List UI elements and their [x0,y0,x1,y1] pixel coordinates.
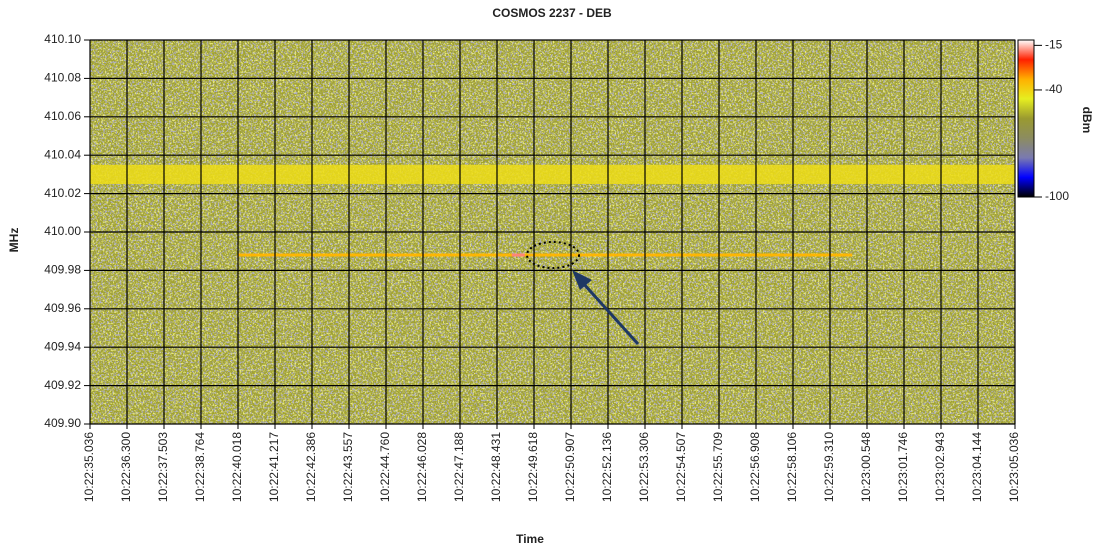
y-tick-label: 410.00 [44,224,81,238]
colorbar-tick-label: -100 [1045,189,1069,203]
y-tick-label: 410.04 [44,147,81,161]
annotations [526,241,640,346]
x-tick-label: 10:22:42.386 [304,432,318,502]
chart-title: COSMOS 2237 - DEB [492,6,612,20]
y-tick-label: 410.02 [44,186,81,200]
x-tick-label: 10:22:55.709 [711,432,725,502]
colorbar-tick-label: -15 [1045,38,1063,52]
x-axis-label: Time [516,532,544,546]
x-tick-label: 10:22:56.908 [748,432,762,502]
y-axis-label: MHz [7,228,21,253]
x-tick-label: 10:22:38.764 [193,432,207,502]
x-tick-label: 10:22:44.760 [378,432,392,502]
x-tick-label: 10:23:04.144 [970,432,984,502]
y-tick-label: 410.06 [44,109,81,123]
x-tick-label: 10:22:54.507 [674,432,688,502]
x-tick-label: 10:22:43.557 [341,432,355,502]
x-tick-label: 10:22:47.188 [452,432,466,502]
highlight-ellipse [526,241,580,269]
x-tick-label: 10:23:02.943 [933,432,947,502]
x-tick-label: 10:22:50.907 [563,432,577,502]
y-tick-label: 409.90 [44,416,81,430]
x-tick-label: 10:22:52.136 [600,432,614,502]
x-tick-label: 10:22:41.217 [267,432,281,502]
x-tick-label: 10:22:46.028 [415,432,429,502]
plot-area [89,39,1016,425]
x-tick-label: 10:23:05.036 [1007,432,1021,502]
y-tick-label: 410.10 [44,32,81,46]
x-tick-label: 10:22:35.036 [82,432,96,502]
x-tick-label: 10:23:01.746 [896,432,910,502]
x-tick-label: 10:22:40.018 [230,432,244,502]
colorbar-tick-label: -40 [1045,82,1063,96]
y-tick-label: 409.98 [44,263,81,277]
x-tick-label: 10:22:53.306 [637,432,651,502]
x-tick-label: 10:22:58.106 [785,432,799,502]
arrow-shaft [580,280,640,346]
y-tick-label: 410.08 [44,71,81,85]
y-tick-label: 409.92 [44,378,81,392]
y-tick-label: 409.94 [44,339,81,353]
band [90,164,1015,184]
x-tick-label: 10:22:37.503 [156,432,170,502]
colorbar [1017,39,1035,198]
x-tick-label: 10:22:49.618 [526,432,540,502]
colorbar-label: dBm [1080,107,1094,134]
x-tick-label: 10:22:59.310 [822,432,836,502]
x-tick-label: 10:22:48.431 [489,432,503,502]
arrow-head [572,270,592,290]
x-tick-label: 10:23:00.548 [859,432,873,502]
y-tick-label: 409.96 [44,301,81,315]
x-tick-label: 10:22:36.300 [119,432,133,502]
